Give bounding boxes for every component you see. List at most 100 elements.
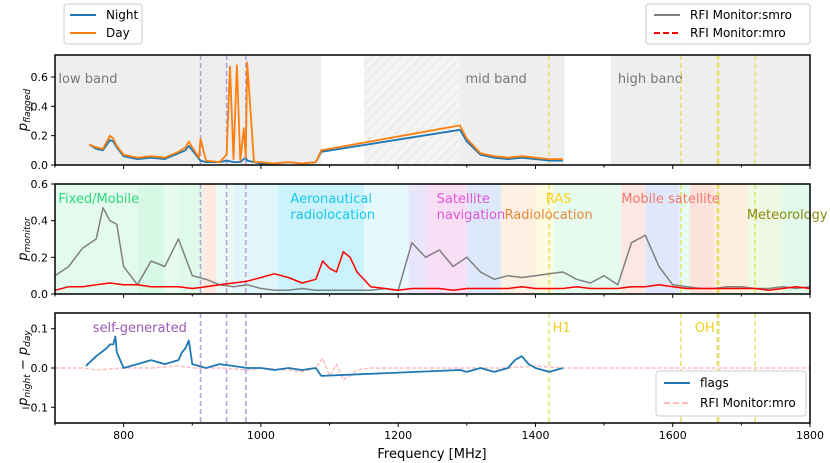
- x-ticks: [54, 294, 811, 298]
- y-axis-label: pnight − pday: [16, 330, 33, 407]
- allocation-band: [233, 184, 279, 294]
- series-night: [88, 128, 563, 165]
- ylabel-main: − p: [16, 347, 31, 374]
- hatch-line: [373, 78, 460, 165]
- allocation-band: [216, 184, 234, 294]
- ylabel-subscript: flagged: [23, 89, 33, 123]
- allocation-band: [621, 184, 646, 294]
- x-tick-label: 1000: [247, 429, 275, 442]
- hatch-line: [423, 128, 460, 165]
- x-tick-label: 1800: [796, 429, 824, 442]
- allocation-band: [178, 184, 203, 294]
- y-tick-label: 0.0: [31, 159, 49, 172]
- series-rfi-monitor-mro: [54, 251, 811, 292]
- ylabel-subscript: monitor: [23, 216, 33, 253]
- legend-label: flags: [700, 376, 729, 390]
- hatch-line: [363, 55, 445, 136]
- y-tick-label: 0.2: [31, 130, 49, 143]
- hatch-line: [363, 55, 395, 86]
- y-tick-label: 0.1: [31, 323, 49, 336]
- hatch-line: [363, 55, 425, 116]
- series-flags: [85, 335, 564, 377]
- hatch-line: [363, 55, 385, 76]
- band-label: mid band: [465, 72, 526, 87]
- series-lines: [88, 61, 563, 165]
- allocation-label: Meteorology: [747, 208, 828, 223]
- allocation-backgrounds: [55, 184, 810, 294]
- y-tick-label: 0.4: [31, 100, 49, 113]
- gap-region: [363, 55, 460, 165]
- band-region: [610, 55, 810, 165]
- allocation-band: [553, 184, 622, 294]
- ylabel-main: p: [16, 123, 31, 132]
- allocation-band: [748, 184, 783, 294]
- allocation-label: Satellite: [437, 192, 490, 207]
- x-tick-label: 1600: [659, 429, 687, 442]
- allocation-label: Fixed/Mobile: [58, 192, 139, 207]
- ylabel-subscript: night: [23, 374, 33, 398]
- y-axis-label: pmonitor: [16, 216, 33, 262]
- hatch-line: [363, 55, 415, 106]
- x-ticks: [54, 165, 811, 169]
- axes-frame: [54, 54, 811, 166]
- allocation-label: Radiolocation: [505, 208, 593, 223]
- band-labels: low band mid band high band: [58, 72, 683, 87]
- allocation-label: radiolocation: [290, 208, 375, 223]
- annotation: OH: [695, 321, 715, 336]
- allocation-band: [466, 184, 502, 294]
- hatch-line: [363, 55, 455, 146]
- series-lines: [55, 335, 810, 381]
- x-tick-label: 1400: [521, 429, 549, 442]
- hatch-line: [413, 118, 460, 165]
- hatch-line: [393, 98, 460, 165]
- hatch-line: [363, 68, 460, 165]
- ylabel-main: p: [16, 397, 31, 406]
- allocation-band: [164, 184, 179, 294]
- annotations: self-generated H1 OH: [93, 321, 715, 336]
- y-tick-label: 0.0: [31, 288, 49, 301]
- y-tick-label: 0.2: [31, 251, 49, 264]
- allocation-band: [408, 184, 426, 294]
- allocation-band: [645, 184, 680, 294]
- y-tick-label: 0.6: [31, 178, 49, 191]
- panel-flagged: low band mid band high band 0.6 0.4 0.2 0.0 p…: [16, 54, 811, 172]
- legend-label: RFI Monitor:smro: [690, 8, 792, 22]
- annotation: H1: [553, 321, 571, 336]
- y-ticks: 0.1 0.0 −0.1: [21, 323, 55, 414]
- axes-frame: [54, 183, 811, 295]
- series-rfi-monitor-smro: [54, 207, 811, 292]
- series-lines: [54, 207, 811, 292]
- y-ticks: 0.6 0.4 0.2 0.0: [31, 178, 55, 301]
- ylabel-subscript: day: [23, 330, 33, 347]
- ylabel-main: p: [16, 252, 31, 261]
- x-axis-label: Frequency [MHz]: [377, 447, 486, 462]
- hatch-line: [433, 138, 460, 165]
- allocation-band: [425, 184, 467, 294]
- y-ticks: 0.6 0.4 0.2 0.0: [31, 71, 55, 172]
- allocation-label: Aeronautical: [290, 192, 372, 207]
- allocation-label: navigation: [437, 208, 506, 223]
- legend-label: Night: [106, 8, 139, 22]
- y-tick-label: 0.0: [31, 362, 49, 375]
- band-label: low band: [58, 72, 117, 87]
- legend-bottom: flags RFI Monitor:mro: [655, 370, 807, 417]
- y-tick-label: 0.4: [31, 215, 49, 228]
- legend-label: RFI Monitor:mro: [690, 26, 786, 40]
- allocation-band: [679, 184, 690, 294]
- allocation-band: [689, 184, 714, 294]
- series-day: [88, 61, 563, 165]
- x-tick-label: 800: [113, 429, 134, 442]
- hatch-line: [383, 88, 460, 165]
- hatch-line: [363, 55, 405, 96]
- legend-label: Day: [106, 26, 130, 40]
- y-tick-label: −0.1: [21, 401, 48, 414]
- allocation-band: [713, 184, 749, 294]
- band-backgrounds: [55, 55, 810, 165]
- allocation-label: RAS: [546, 192, 572, 207]
- hatch-line: [363, 58, 460, 156]
- y-tick-label: 0.6: [31, 71, 49, 84]
- series-rfi-monitor-mro: [55, 357, 810, 381]
